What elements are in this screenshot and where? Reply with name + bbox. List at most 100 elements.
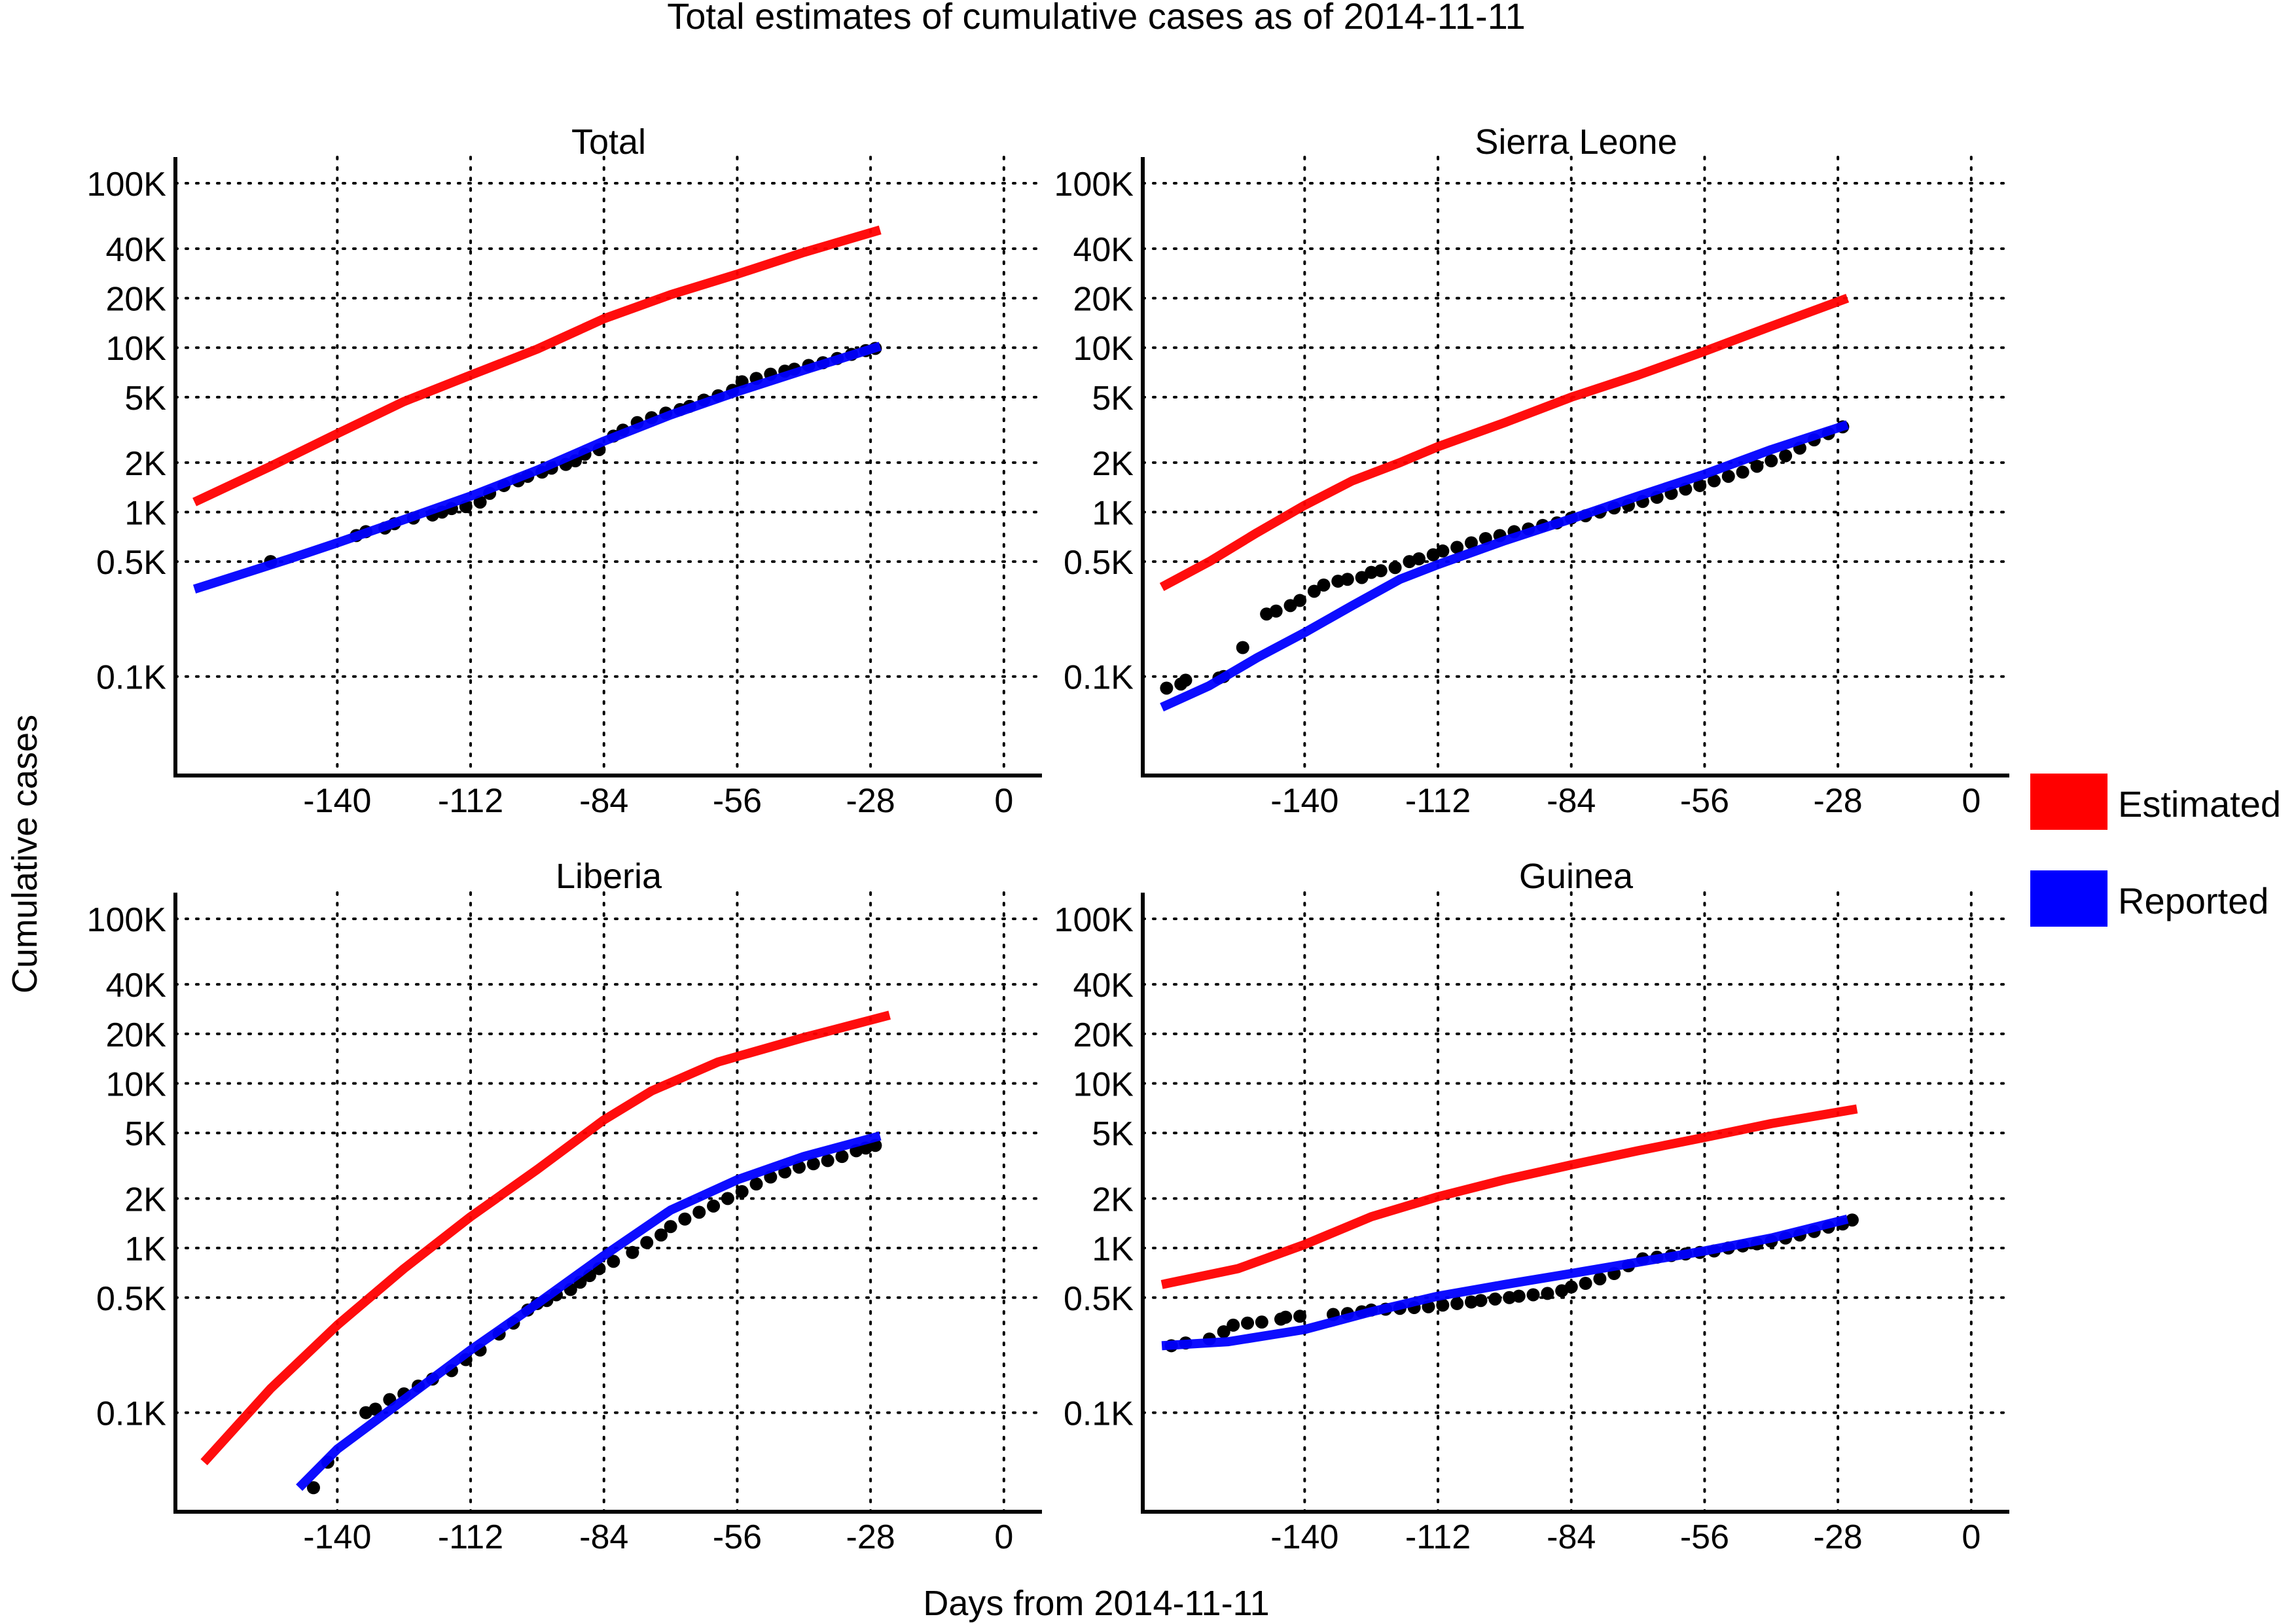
- y-tick-label-guinea: 1K: [1092, 1230, 1134, 1268]
- y-tick-label-total: 40K: [105, 231, 166, 269]
- y-axis-label: Cumulative cases: [5, 715, 45, 993]
- y-tick-label-total: 0.1K: [96, 659, 166, 697]
- y-tick-label-sierra-leone: 100K: [1054, 166, 1134, 204]
- x-tick-label-sierra-leone: -84: [1547, 782, 1596, 820]
- data-point-sierra-leone: [1269, 604, 1283, 618]
- y-tick-label-liberia: 10K: [105, 1066, 166, 1104]
- series-line-estimated-guinea: [1160, 1104, 1858, 1289]
- x-tick-label-total: -56: [713, 782, 762, 820]
- data-point-liberia: [626, 1245, 639, 1259]
- y-tick-label-total: 100K: [87, 166, 167, 204]
- panel-title-sierra-leone: Sierra Leone: [1475, 122, 1677, 162]
- data-point-guinea: [1541, 1287, 1554, 1300]
- data-point-liberia: [721, 1192, 734, 1205]
- x-tick-label-liberia: -112: [438, 1518, 503, 1556]
- y-tick-label-sierra-leone: 10K: [1073, 330, 1134, 368]
- x-tick-label-sierra-leone: -56: [1680, 782, 1729, 820]
- legend-swatch-reported: [2030, 870, 2108, 927]
- x-tick-label-sierra-leone: -112: [1405, 782, 1471, 820]
- x-tick-label-total: 0: [994, 782, 1013, 820]
- x-tick-label-total: -28: [846, 782, 895, 820]
- x-tick-label-sierra-leone: -28: [1814, 782, 1863, 820]
- data-point-guinea: [1593, 1272, 1607, 1286]
- data-point-sierra-leone: [1750, 459, 1764, 473]
- series-line-estimated-total: [192, 225, 882, 507]
- data-point-guinea: [1241, 1316, 1255, 1330]
- panel-title-liberia: Liberia: [556, 857, 662, 896]
- legend-label-reported: Reported: [2118, 880, 2269, 921]
- y-tick-label-total: 10K: [105, 330, 166, 368]
- x-tick-label-liberia: -140: [303, 1518, 371, 1556]
- data-point-liberia: [835, 1150, 849, 1164]
- data-point-sierra-leone: [1236, 641, 1249, 654]
- x-tick-label-guinea: -28: [1814, 1518, 1863, 1556]
- x-tick-label-total: -84: [579, 782, 628, 820]
- data-point-liberia: [655, 1228, 668, 1242]
- y-tick-label-liberia: 0.1K: [96, 1395, 166, 1433]
- data-point-sierra-leone: [1179, 673, 1193, 687]
- data-point-guinea: [1255, 1315, 1268, 1329]
- data-point-guinea: [1474, 1294, 1488, 1308]
- y-tick-label-sierra-leone: 40K: [1073, 231, 1134, 269]
- legend-label-estimated: Estimated: [2118, 783, 2281, 825]
- data-point-sierra-leone: [1317, 578, 1331, 592]
- data-point-sierra-leone: [1693, 478, 1707, 492]
- y-tick-label-guinea: 5K: [1092, 1115, 1134, 1153]
- y-tick-label-sierra-leone: 0.1K: [1064, 659, 1134, 697]
- data-point-sierra-leone: [1436, 544, 1450, 558]
- data-point-guinea: [1579, 1277, 1592, 1291]
- data-point-sierra-leone: [1293, 594, 1307, 607]
- x-tick-label-sierra-leone: -140: [1270, 782, 1338, 820]
- data-point-liberia: [640, 1236, 654, 1249]
- data-point-sierra-leone: [1388, 561, 1402, 575]
- x-tick-label-guinea: -140: [1270, 1518, 1338, 1556]
- y-tick-label-sierra-leone: 5K: [1092, 380, 1134, 418]
- y-tick-label-guinea: 20K: [1073, 1016, 1134, 1054]
- y-tick-label-total: 0.5K: [96, 544, 166, 582]
- panel-sierra-leone: Sierra Leone 0.1K 0.5K 1K 2K 5K 10K 20K 40K 100K -…: [1054, 122, 2011, 820]
- series-line-reported-liberia: [296, 1131, 882, 1491]
- data-point-liberia: [735, 1185, 749, 1198]
- series-line-estimated-sierra-leone: [1159, 294, 1850, 592]
- x-tick-label-liberia: -28: [846, 1518, 895, 1556]
- data-point-liberia: [806, 1157, 820, 1171]
- data-point-sierra-leone: [1307, 584, 1321, 598]
- data-point-liberia: [368, 1402, 382, 1416]
- data-point-guinea: [1845, 1213, 1859, 1227]
- y-tick-label-guinea: 10K: [1073, 1066, 1134, 1104]
- data-point-guinea: [1217, 1325, 1230, 1338]
- panel-title-total: Total: [571, 122, 646, 162]
- x-tick-label-liberia: -56: [713, 1518, 762, 1556]
- data-point-sierra-leone: [1374, 564, 1388, 578]
- data-point-guinea: [1293, 1310, 1307, 1323]
- data-point-sierra-leone: [1464, 536, 1478, 550]
- data-point-liberia: [678, 1212, 692, 1226]
- data-point-guinea: [1512, 1289, 1526, 1303]
- x-tick-label-total: -112: [438, 782, 503, 820]
- y-tick-label-liberia: 0.5K: [96, 1280, 166, 1318]
- y-tick-label-guinea: 0.1K: [1064, 1395, 1134, 1433]
- series-line-reported-guinea: [1161, 1215, 1849, 1351]
- x-tick-label-guinea: 0: [1962, 1518, 1981, 1556]
- data-point-guinea: [1436, 1298, 1450, 1312]
- y-tick-label-liberia: 5K: [124, 1115, 166, 1153]
- panels: Total 0.1K 0.5K 1K 2K 5K 10K 20K 40K 100K -140 -112…: [87, 122, 2011, 1556]
- data-point-sierra-leone: [1779, 449, 1793, 463]
- data-point-guinea: [1279, 1310, 1293, 1324]
- y-tick-label-sierra-leone: 2K: [1092, 445, 1134, 483]
- data-point-guinea: [1450, 1296, 1464, 1310]
- x-tick-label-sierra-leone: 0: [1962, 782, 1981, 820]
- x-tick-label-guinea: -112: [1405, 1518, 1471, 1556]
- data-point-guinea: [1488, 1292, 1502, 1306]
- y-tick-label-guinea: 40K: [1073, 967, 1134, 1005]
- y-tick-label-guinea: 100K: [1054, 901, 1134, 939]
- data-point-liberia: [707, 1199, 721, 1213]
- panel-total: Total 0.1K 0.5K 1K 2K 5K 10K 20K 40K 100K -140 -112…: [87, 122, 1043, 820]
- data-point-guinea: [1227, 1318, 1240, 1332]
- y-tick-label-liberia: 2K: [124, 1181, 166, 1219]
- data-point-liberia: [749, 1177, 763, 1191]
- panel-liberia: Liberia 0.1K 0.5K 1K 2K 5K 10K 20K 40K 100K -140 -1…: [87, 857, 1043, 1556]
- y-tick-label-sierra-leone: 0.5K: [1064, 544, 1134, 582]
- legend-swatch-estimated: [2030, 774, 2108, 830]
